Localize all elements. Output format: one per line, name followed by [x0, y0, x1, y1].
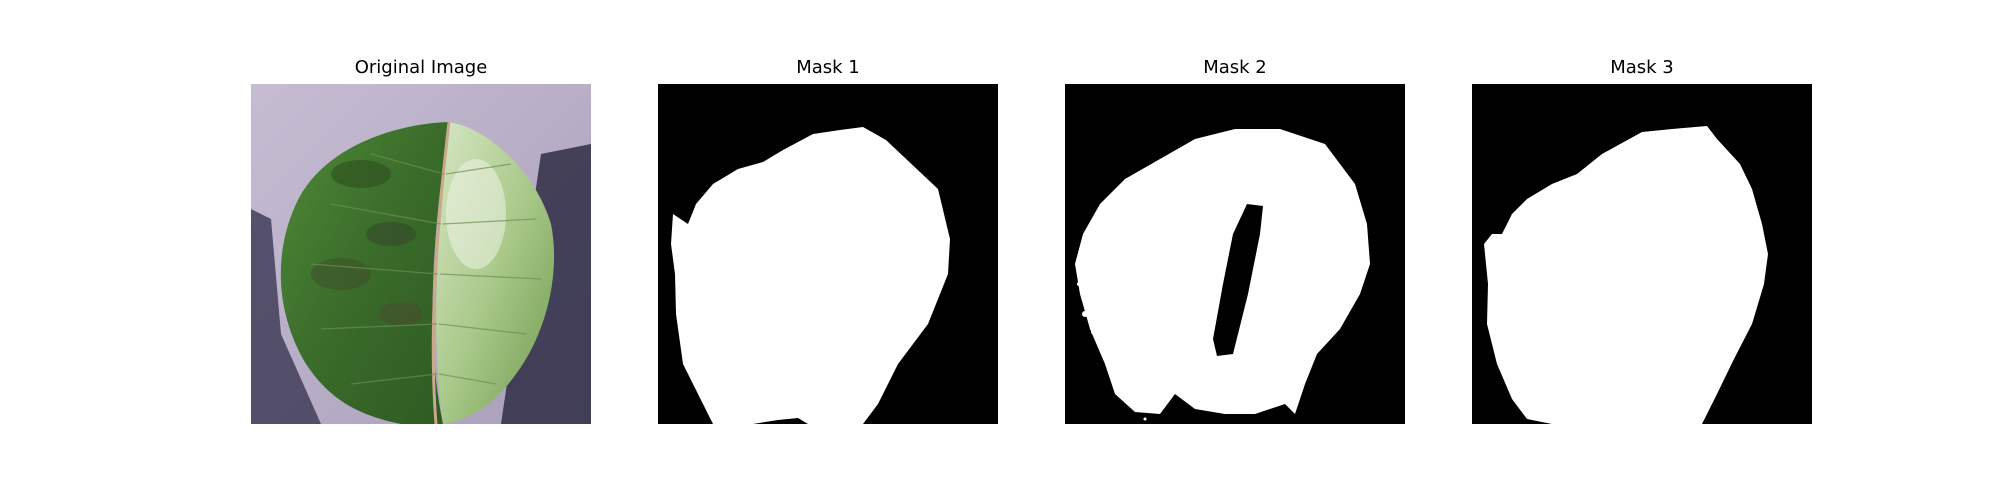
mask-2-image	[1065, 84, 1405, 424]
leaf-veins	[310, 153, 542, 385]
mask-1-foreground	[671, 127, 950, 424]
mask-2-foreground	[1075, 129, 1370, 414]
panel-mask-2: Mask 2	[1065, 0, 1405, 500]
leaf-spot	[379, 302, 423, 326]
mask-2-speckles	[1077, 282, 1147, 421]
panel-title-original-image: Original Image	[354, 57, 488, 78]
panel-mask-3: Mask 3	[1472, 0, 1812, 500]
mask-3-image	[1472, 84, 1812, 424]
leaf-highlight	[446, 159, 506, 269]
panel-title-mask-3: Mask 3	[1610, 57, 1674, 78]
original-leaf-image	[251, 84, 591, 424]
leaf-shadow-left	[251, 209, 321, 424]
panel-original-image: Original Image	[251, 0, 591, 500]
panel-title-mask-2: Mask 2	[1203, 57, 1267, 78]
mask-1-image	[658, 84, 998, 424]
leaf-spot	[331, 160, 391, 188]
leaf-spot	[366, 222, 416, 246]
panel-title-mask-1: Mask 1	[796, 57, 860, 78]
leaf-midrib	[431, 121, 451, 424]
mask-3-foreground	[1484, 126, 1768, 424]
panel-mask-1: Mask 1	[658, 0, 998, 500]
leaf-spot	[311, 258, 371, 290]
